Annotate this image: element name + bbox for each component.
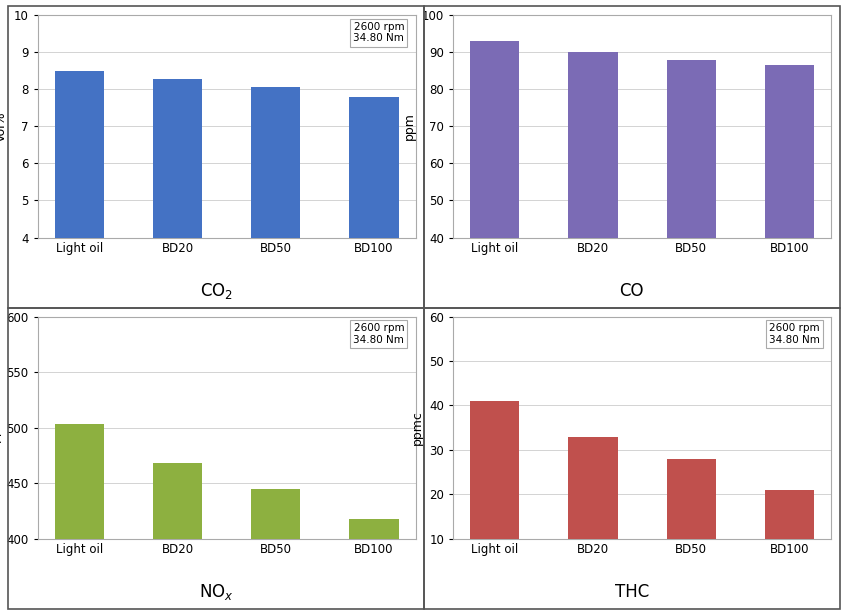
Bar [667, 60, 716, 386]
Y-axis label: ppm: ppm [404, 113, 416, 140]
Bar [153, 463, 202, 615]
Bar [349, 97, 399, 386]
Text: NO$_x$: NO$_x$ [199, 582, 233, 602]
Text: CO: CO [620, 282, 644, 300]
Bar [765, 65, 814, 386]
Bar [153, 79, 202, 386]
Bar [765, 490, 814, 583]
Text: THC: THC [615, 583, 649, 601]
Bar [251, 489, 300, 615]
Bar [55, 71, 103, 386]
Bar [55, 424, 103, 615]
Y-axis label: ppmc: ppmc [410, 410, 424, 445]
Bar [471, 41, 519, 386]
Bar [568, 52, 617, 386]
Bar [667, 459, 716, 583]
Bar [471, 401, 519, 583]
Text: 2600 rpm
34.80 Nm: 2600 rpm 34.80 Nm [354, 323, 404, 345]
Text: CO$_2$: CO$_2$ [199, 280, 233, 301]
Bar [349, 519, 399, 615]
Y-axis label: Vol%: Vol% [0, 111, 8, 141]
Bar [251, 87, 300, 386]
Text: 2600 rpm
34.80 Nm: 2600 rpm 34.80 Nm [354, 22, 404, 44]
Text: 2600 rpm
34.80 Nm: 2600 rpm 34.80 Nm [769, 323, 820, 345]
Bar [568, 437, 617, 583]
